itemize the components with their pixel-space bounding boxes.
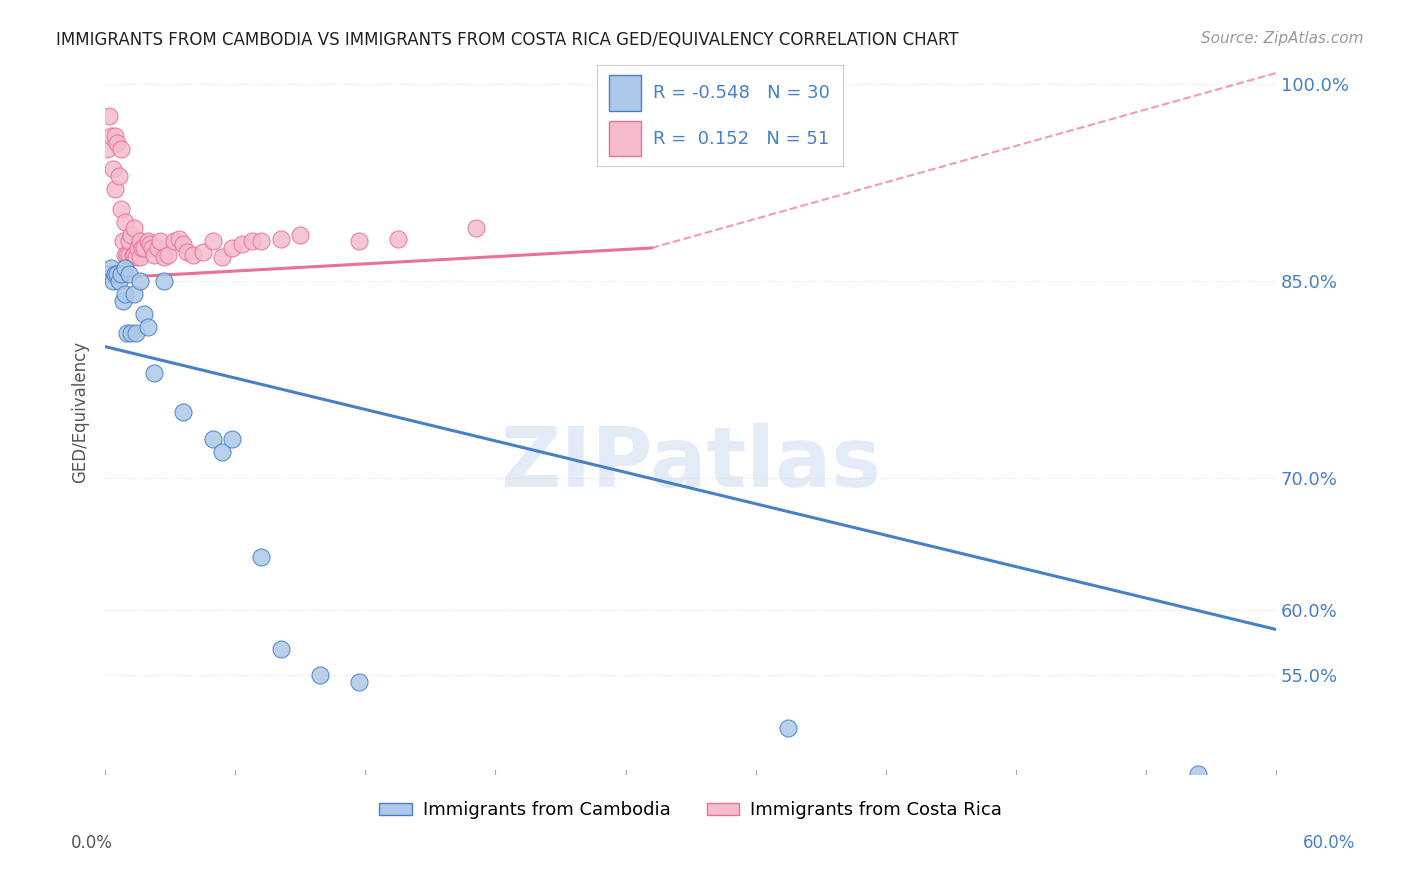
Point: [108, 274, 131, 288]
Point: [152, 250, 174, 264]
Point: [115, 247, 138, 261]
Point: [162, 235, 184, 249]
Point: [270, 232, 292, 246]
Point: [129, 274, 152, 288]
Point: [110, 268, 132, 282]
Point: [211, 445, 233, 459]
Point: [125, 326, 148, 341]
Point: [134, 241, 156, 255]
Point: [201, 235, 224, 249]
Point: [141, 241, 163, 255]
Point: [139, 237, 162, 252]
Point: [191, 244, 214, 259]
Point: [98, 110, 121, 124]
Point: [124, 287, 146, 301]
Point: [152, 274, 174, 288]
Text: ZIPatlas: ZIPatlas: [501, 423, 882, 504]
Point: [120, 227, 142, 242]
Point: [114, 287, 136, 301]
Point: [240, 235, 263, 249]
Point: [120, 326, 142, 341]
Point: [1187, 767, 1209, 781]
Point: [347, 675, 370, 690]
Point: [110, 142, 132, 156]
Point: [124, 247, 146, 261]
Point: [96, 268, 118, 282]
Point: [105, 136, 128, 150]
Point: [100, 260, 122, 275]
Point: [111, 293, 134, 308]
Point: [201, 432, 224, 446]
Text: Source: ZipAtlas.com: Source: ZipAtlas.com: [1201, 31, 1364, 46]
Point: [250, 550, 273, 565]
Point: [104, 182, 127, 196]
Point: [181, 247, 204, 261]
Point: [104, 129, 127, 144]
Text: IMMIGRANTS FROM CAMBODIA VS IMMIGRANTS FROM COSTA RICA GED/EQUIVALENCY CORRELATI: IMMIGRANTS FROM CAMBODIA VS IMMIGRANTS F…: [56, 31, 959, 49]
Point: [231, 237, 253, 252]
Point: [308, 668, 330, 682]
Point: [117, 268, 139, 282]
Point: [176, 244, 198, 259]
Point: [778, 721, 800, 735]
Point: [221, 241, 243, 255]
Point: [387, 232, 409, 246]
Point: [131, 241, 153, 255]
Point: [104, 268, 127, 282]
Point: [121, 247, 143, 261]
Point: [211, 250, 233, 264]
Legend: Immigrants from Cambodia, Immigrants from Costa Rica: Immigrants from Cambodia, Immigrants fro…: [373, 794, 1010, 827]
Point: [129, 250, 152, 264]
Point: [125, 250, 148, 264]
Point: [111, 235, 134, 249]
Point: [117, 235, 139, 249]
Point: [101, 162, 124, 177]
Point: [124, 221, 146, 235]
Point: [115, 326, 138, 341]
Point: [221, 432, 243, 446]
Point: [110, 202, 132, 216]
Point: [143, 366, 166, 380]
Point: [347, 235, 370, 249]
Point: [127, 241, 149, 255]
Point: [172, 237, 194, 252]
Point: [465, 221, 488, 235]
Point: [100, 129, 122, 144]
Point: [149, 235, 172, 249]
Point: [114, 247, 136, 261]
Point: [129, 235, 152, 249]
Text: 0.0%: 0.0%: [70, 834, 112, 852]
Point: [134, 307, 156, 321]
Point: [136, 319, 159, 334]
Text: 60.0%: 60.0%: [1302, 834, 1355, 852]
Point: [101, 274, 124, 288]
Y-axis label: GED/Equivalency: GED/Equivalency: [72, 342, 89, 483]
Point: [117, 247, 139, 261]
Point: [290, 227, 312, 242]
Point: [143, 247, 166, 261]
Point: [250, 235, 273, 249]
Point: [108, 169, 131, 183]
Point: [96, 142, 118, 156]
Point: [105, 268, 128, 282]
Point: [114, 260, 136, 275]
Point: [114, 215, 136, 229]
Point: [136, 235, 159, 249]
Point: [270, 642, 292, 657]
Point: [172, 405, 194, 419]
Point: [169, 232, 191, 246]
Point: [156, 247, 179, 261]
Point: [146, 241, 169, 255]
